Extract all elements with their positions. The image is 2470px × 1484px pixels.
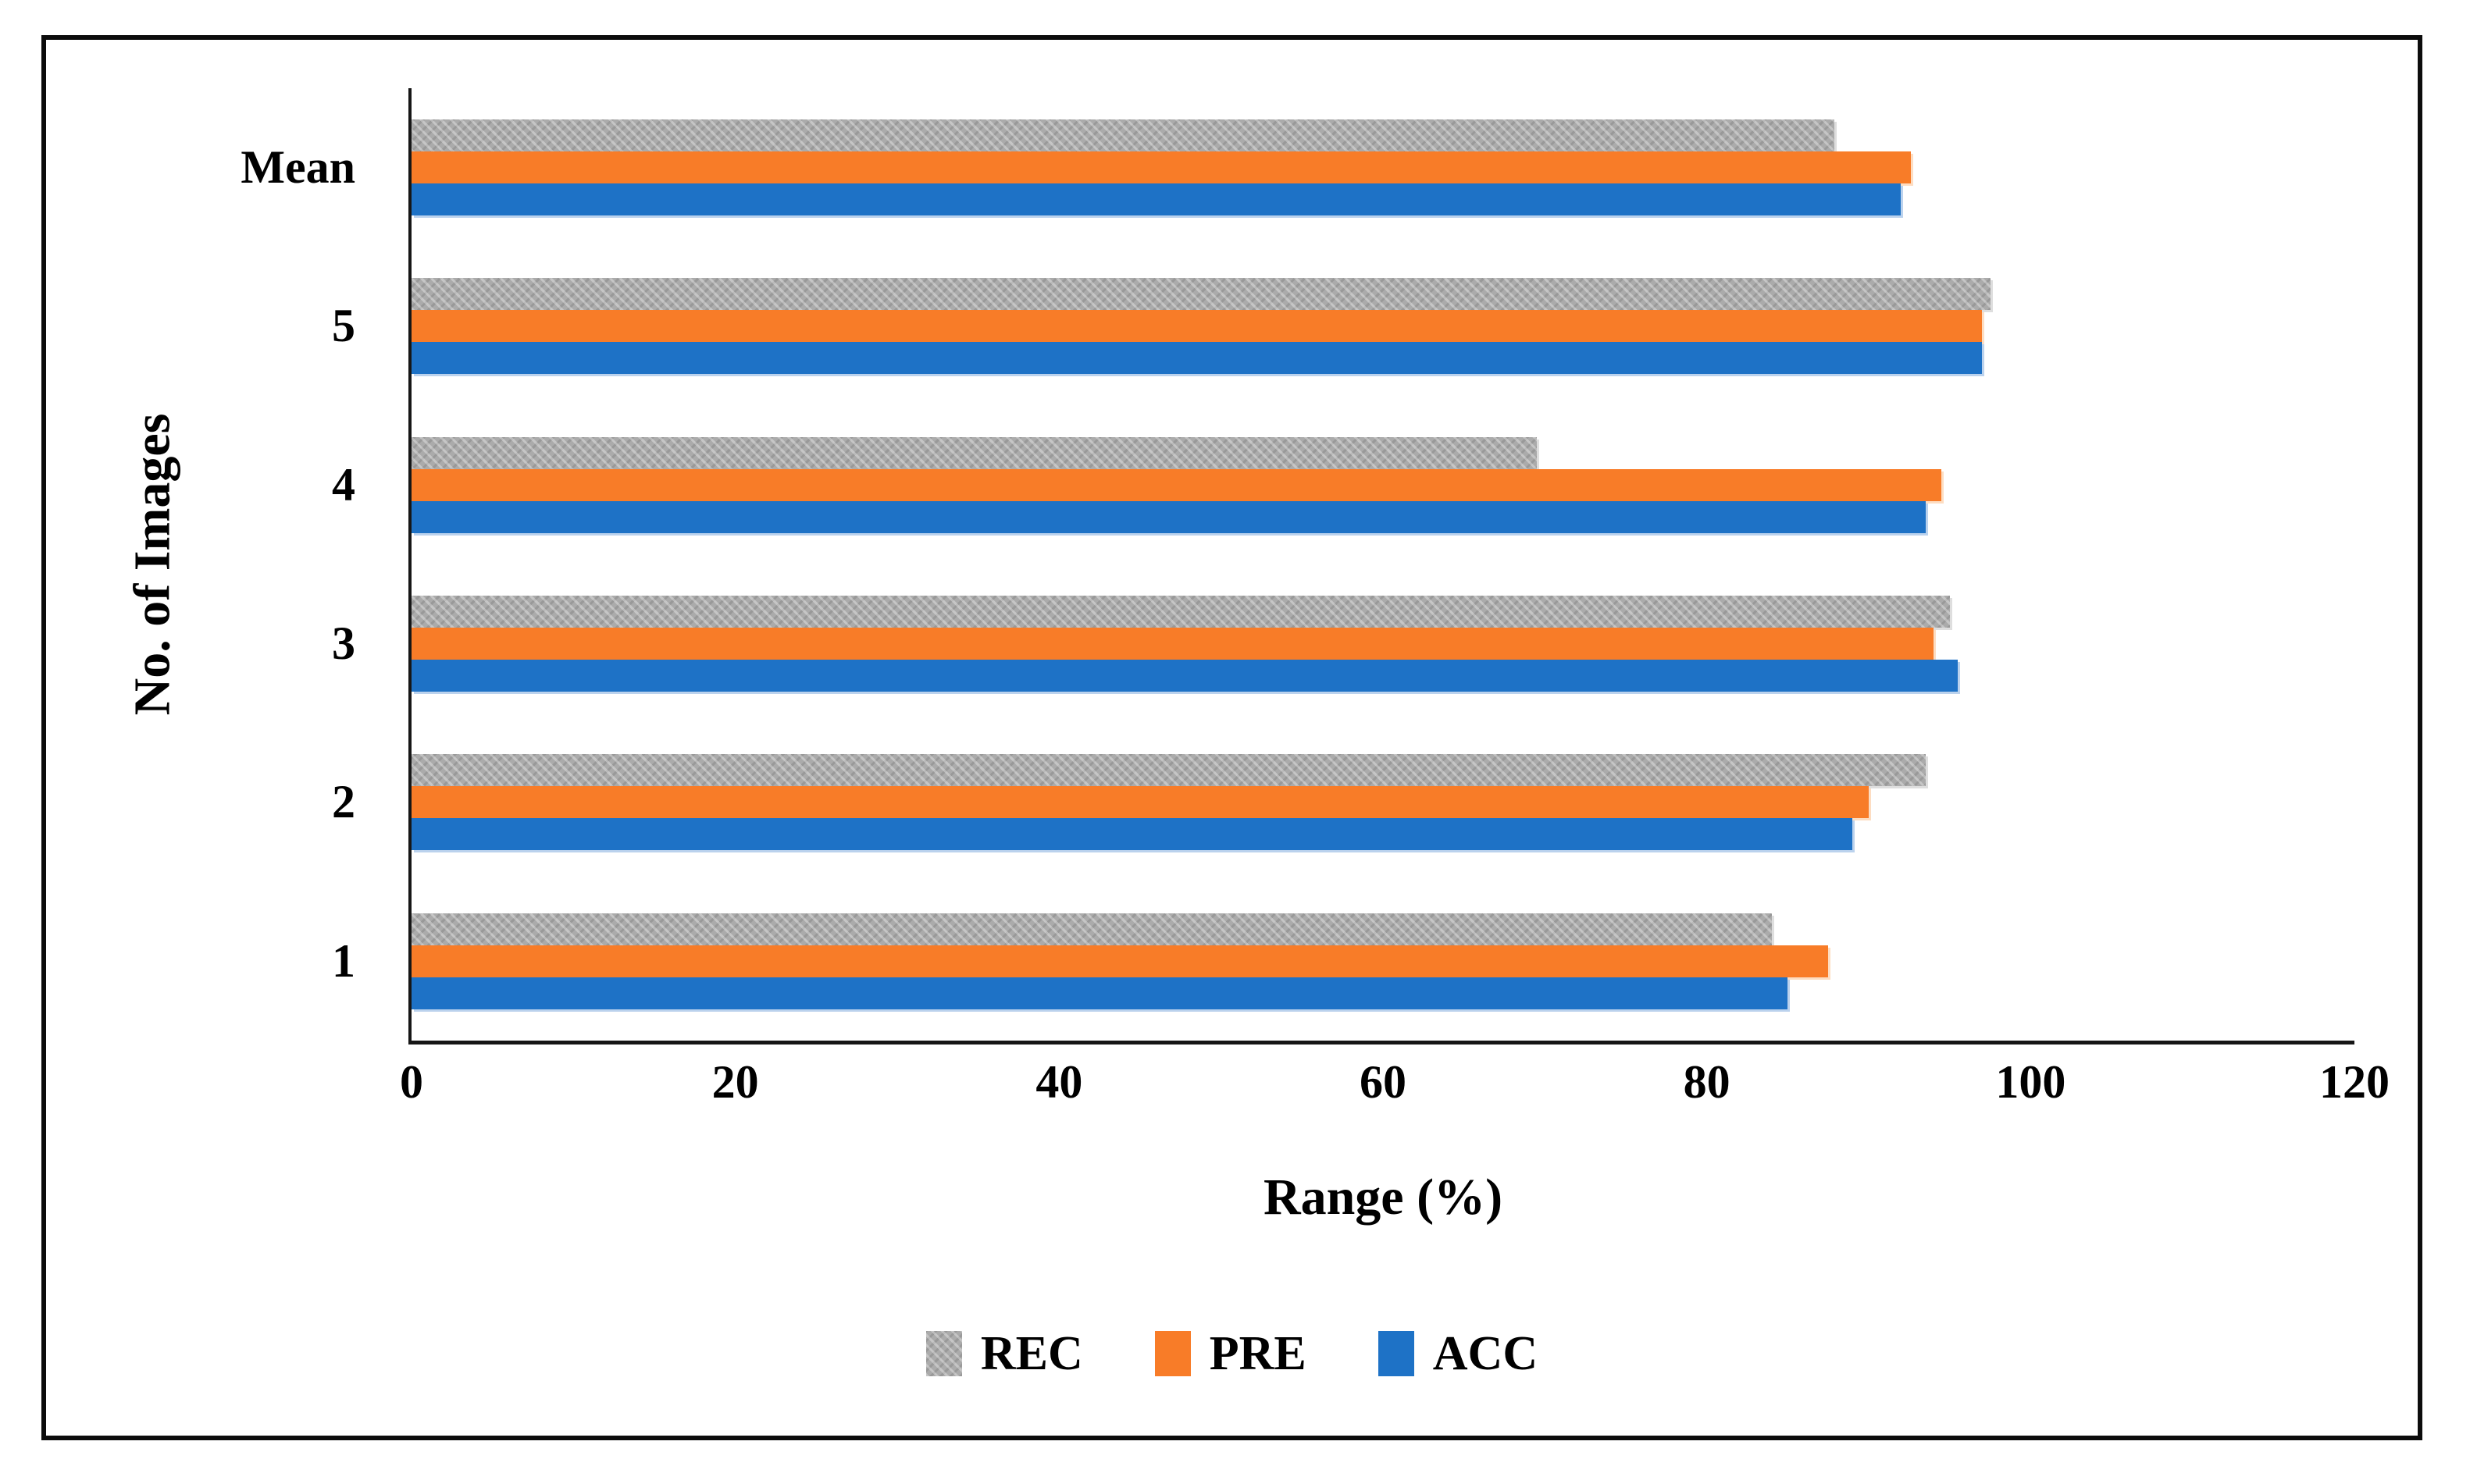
category-label-1: 1 xyxy=(332,934,355,987)
bar-group-1 xyxy=(412,882,2354,1041)
bar-acc-2 xyxy=(412,818,1853,851)
category-label-4: 4 xyxy=(332,458,355,511)
bar-acc-mean xyxy=(412,183,1902,216)
bar-rec-1 xyxy=(412,913,1772,945)
bar-groups xyxy=(412,88,2354,1041)
plot-area xyxy=(408,88,2354,1044)
category-label-3: 3 xyxy=(332,617,355,670)
bar-acc-4 xyxy=(412,500,1926,533)
bar-group-5 xyxy=(412,247,2354,405)
category-label-5: 5 xyxy=(332,300,355,352)
x-tick-40: 40 xyxy=(1035,1056,1083,1108)
bar-group-3 xyxy=(412,564,2354,723)
x-tick-0: 0 xyxy=(400,1056,423,1108)
bar-acc-3 xyxy=(412,660,1959,692)
x-tick-120: 120 xyxy=(2319,1056,2390,1108)
legend-label-rec: REC xyxy=(980,1327,1083,1380)
bar-rec-3 xyxy=(412,596,1950,628)
x-axis-title: Range (%) xyxy=(1263,1169,1503,1226)
x-tick-60: 60 xyxy=(1360,1056,1406,1108)
bar-acc-1 xyxy=(412,977,1788,1009)
category-label-mean: Mean xyxy=(241,141,355,194)
bar-rec-5 xyxy=(412,278,1991,311)
bar-pre-mean xyxy=(412,151,1911,184)
legend-swatch-rec-icon xyxy=(925,1331,962,1376)
bar-pre-1 xyxy=(412,945,1829,977)
bar-pre-2 xyxy=(412,786,1869,819)
legend-entry-acc: ACC xyxy=(1378,1329,1538,1378)
x-axis-ticks: 0 20 40 60 80 100 120 xyxy=(400,1055,2390,1112)
legend-swatch-pre-icon xyxy=(1154,1331,1191,1376)
bar-rec-2 xyxy=(412,754,1926,787)
legend-label-pre: PRE xyxy=(1209,1327,1306,1380)
legend-label-acc: ACC xyxy=(1432,1327,1538,1380)
bar-group-4 xyxy=(412,406,2354,564)
category-labels: Mean 5 4 3 2 1 xyxy=(62,88,355,1041)
bar-rec-mean xyxy=(412,119,1835,152)
x-tick-20: 20 xyxy=(711,1056,759,1108)
bar-rec-4 xyxy=(412,436,1537,469)
figure-frame xyxy=(41,35,2422,1440)
legend-entry-pre: PRE xyxy=(1154,1327,1306,1380)
category-label-2: 2 xyxy=(332,776,355,828)
legend: REC PRE ACC xyxy=(46,1315,2418,1393)
bar-group-2 xyxy=(412,723,2354,881)
x-tick-80: 80 xyxy=(1683,1056,1730,1108)
bar-pre-3 xyxy=(412,628,1934,660)
bar-pre-4 xyxy=(412,468,1942,501)
x-tick-100: 100 xyxy=(1995,1056,2066,1108)
bar-acc-5 xyxy=(412,342,1983,375)
bar-pre-5 xyxy=(412,310,1983,343)
bar-group-mean xyxy=(412,88,2354,247)
legend-swatch-acc-icon xyxy=(1378,1331,1414,1376)
legend-entry-rec: REC xyxy=(925,1327,1083,1380)
